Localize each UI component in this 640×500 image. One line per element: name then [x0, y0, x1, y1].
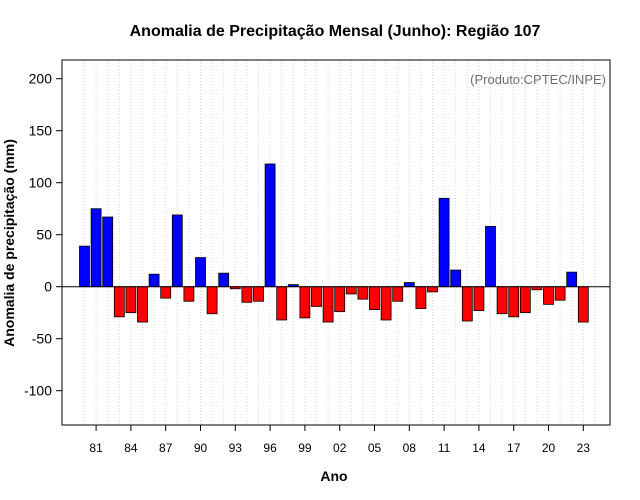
bar	[90, 208, 102, 288]
x-tick-label: 14	[472, 441, 486, 455]
bar	[554, 286, 566, 301]
bar	[345, 286, 357, 295]
x-tick-label: 99	[298, 441, 312, 455]
bar	[473, 286, 485, 312]
bar	[438, 197, 450, 288]
y-tick-label: 0	[44, 279, 52, 295]
bar	[577, 286, 589, 323]
y-axis: -100 -50 0 50 100 150 200	[24, 71, 62, 399]
plot-frame	[61, 59, 611, 426]
x-tick-label: 02	[333, 441, 347, 455]
bar	[543, 286, 554, 305]
credit-text: (Produto:CPTEC/INPE)	[470, 72, 606, 87]
y-tick-label: 200	[29, 71, 53, 87]
x-tick-label: 87	[159, 441, 173, 455]
y-axis-title: Anomalia de precipitação (mm)	[1, 139, 17, 347]
x-tick-label: 81	[89, 441, 103, 455]
x-tick-label: 05	[368, 441, 382, 455]
x-tick-label: 90	[194, 441, 208, 455]
bar	[427, 286, 438, 293]
bar	[137, 286, 148, 323]
bar	[102, 216, 114, 288]
bar	[566, 271, 578, 288]
bar	[79, 245, 90, 288]
bar	[450, 269, 462, 288]
x-tick-label: 11	[438, 441, 451, 455]
y-tick-label: 50	[36, 227, 52, 243]
x-tick-label: 93	[229, 441, 243, 455]
bar	[183, 286, 195, 302]
bar	[241, 286, 253, 303]
bar	[299, 286, 311, 319]
bar	[218, 272, 230, 288]
x-tick-label: 23	[577, 441, 591, 455]
x-tick-label: 84	[124, 441, 138, 455]
x-axis: 81 84 87 90 93 96 99 02 05 08 11 14 17 20 23	[89, 425, 590, 455]
x-tick-label: 08	[403, 441, 417, 455]
bar	[415, 286, 427, 309]
bars	[79, 163, 589, 323]
y-tick-label: 100	[29, 175, 53, 191]
bar	[334, 286, 346, 313]
y-tick-label: -50	[32, 331, 52, 347]
bar	[485, 225, 496, 288]
bar	[253, 286, 264, 302]
bar	[171, 214, 183, 288]
x-tick-label: 20	[542, 441, 556, 455]
y-tick-label: 150	[29, 123, 53, 139]
bar	[206, 286, 218, 315]
bar	[496, 286, 508, 315]
bar	[357, 286, 369, 300]
y-tick-label: -100	[24, 383, 52, 399]
bar	[125, 286, 137, 314]
chart-title: Anomalia de Precipitação Mensal (Junho):…	[130, 23, 541, 40]
bar	[195, 257, 206, 288]
x-tick-label: 96	[263, 441, 277, 455]
grid-lines	[84, 60, 596, 425]
bar	[519, 286, 531, 314]
bar	[276, 286, 288, 321]
bar	[311, 286, 322, 307]
bar	[113, 286, 125, 318]
bar	[380, 286, 392, 321]
bar	[148, 273, 160, 288]
bar	[160, 286, 172, 299]
x-axis-title: Ano	[320, 468, 347, 484]
x-tick-label: 17	[507, 441, 521, 455]
bar	[403, 282, 415, 288]
bar	[508, 286, 520, 318]
bar	[322, 286, 334, 323]
bar	[264, 163, 276, 288]
bar	[392, 286, 404, 302]
bar	[369, 286, 380, 310]
bar	[461, 286, 473, 322]
